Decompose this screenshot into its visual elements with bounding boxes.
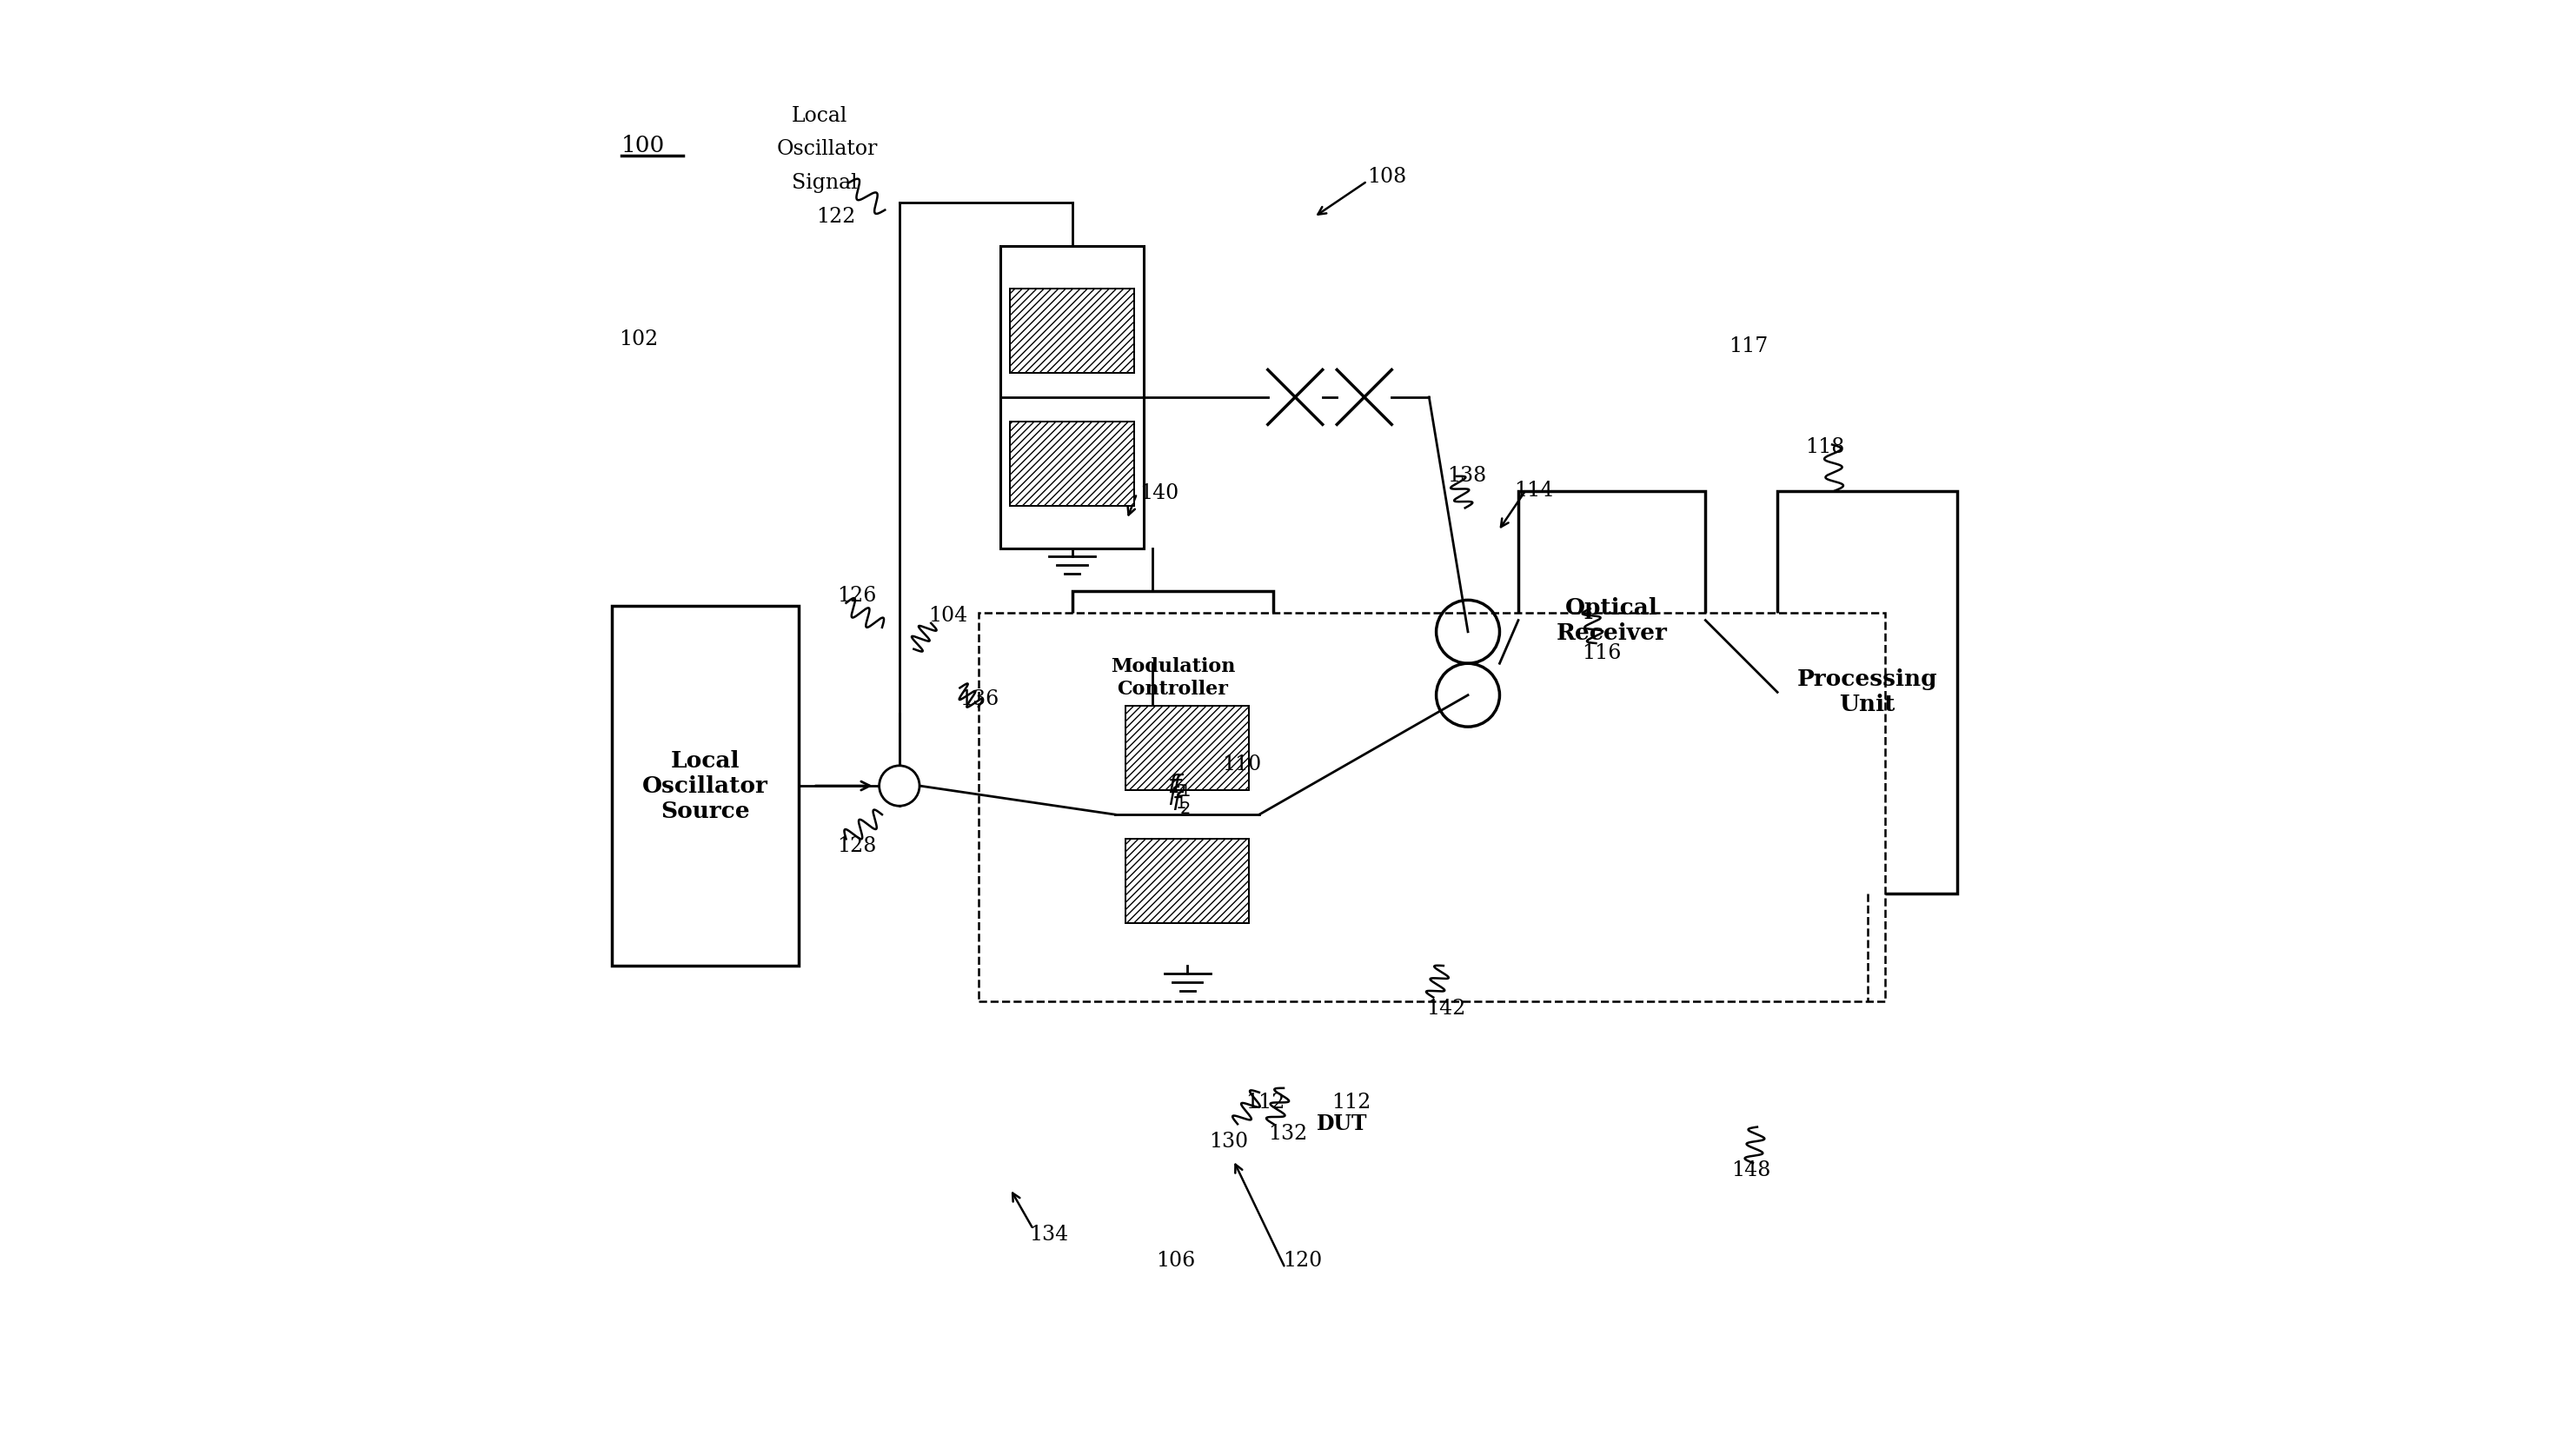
Bar <box>1126 705 1249 790</box>
Text: 108: 108 <box>1368 167 1406 187</box>
Text: 134: 134 <box>1028 1224 1069 1244</box>
Text: 104: 104 <box>927 606 969 626</box>
Text: 136: 136 <box>961 689 999 709</box>
Bar <box>1126 839 1249 923</box>
Text: 114: 114 <box>1515 480 1553 500</box>
Text: $f_1$: $f_1$ <box>1167 784 1188 810</box>
Text: DUT: DUT <box>1316 1113 1368 1135</box>
Bar <box>1010 421 1133 506</box>
Text: 112: 112 <box>1332 1093 1370 1112</box>
Bar <box>1115 663 1260 966</box>
Circle shape <box>878 766 920 806</box>
Bar <box>1010 288 1133 373</box>
Text: 128: 128 <box>837 836 876 857</box>
Text: 106: 106 <box>1157 1250 1195 1270</box>
Bar <box>1010 421 1133 506</box>
Bar <box>1517 490 1705 750</box>
Text: 122: 122 <box>817 208 855 228</box>
Bar <box>1777 490 1958 894</box>
Text: $f_2$: $f_2$ <box>1172 790 1190 816</box>
Text: 140: 140 <box>1139 483 1180 503</box>
Text: 116: 116 <box>1582 643 1620 663</box>
Text: Optical
Receiver: Optical Receiver <box>1556 597 1667 643</box>
Text: 100: 100 <box>621 134 665 156</box>
Text: Local
Oscillator
Source: Local Oscillator Source <box>641 750 768 822</box>
Text: 142: 142 <box>1427 999 1466 1019</box>
Text: 118: 118 <box>1806 437 1844 457</box>
Text: 132: 132 <box>1267 1125 1306 1144</box>
Bar <box>1126 839 1249 923</box>
Text: 112: 112 <box>1244 1093 1285 1112</box>
Text: 148: 148 <box>1731 1161 1772 1180</box>
Text: $f_1$: $f_1$ <box>1172 773 1190 799</box>
Text: Processing
Unit: Processing Unit <box>1798 669 1937 715</box>
Text: Signal: Signal <box>791 173 858 193</box>
Text: 117: 117 <box>1728 337 1767 356</box>
Text: Local: Local <box>791 107 848 127</box>
Bar <box>611 606 799 966</box>
Text: 120: 120 <box>1283 1250 1321 1270</box>
Text: 102: 102 <box>618 330 657 349</box>
Text: Modulation
Controller: Modulation Controller <box>1110 658 1234 698</box>
Text: Oscillator: Oscillator <box>778 140 878 160</box>
Bar <box>1126 705 1249 790</box>
Bar <box>979 613 1886 1002</box>
Bar <box>1010 288 1133 373</box>
Bar <box>999 247 1144 548</box>
Bar <box>1072 591 1273 764</box>
Text: $f_2$: $f_2$ <box>1167 773 1188 799</box>
Text: 130: 130 <box>1208 1132 1247 1151</box>
Text: 138: 138 <box>1448 466 1486 486</box>
Text: 110: 110 <box>1221 754 1262 774</box>
Text: 126: 126 <box>837 585 876 606</box>
